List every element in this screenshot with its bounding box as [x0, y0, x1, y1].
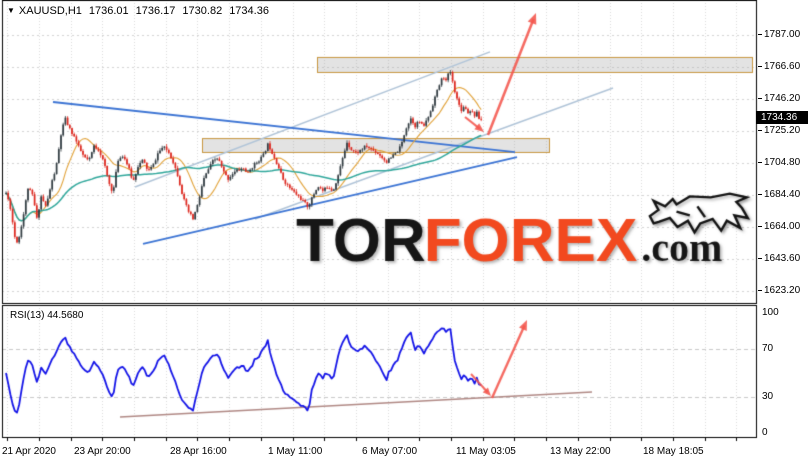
time-axis-label: 21 Apr 2020: [2, 446, 56, 457]
rsi-indicator-label: RSI(13) 44.5680: [10, 310, 84, 321]
time-axis[interactable]: 21 Apr 2020 23 Apr 20:00 28 Apr 16:00 1 May…: [0, 443, 756, 463]
price-axis-label: 1725.20: [757, 125, 801, 136]
price-axis-label: 1643.60: [757, 253, 801, 264]
current-price-tag: 1734.36: [756, 111, 808, 124]
symbol-label: XAUUSD,H1: [18, 5, 82, 17]
time-axis-label: 11 May 03:05: [456, 446, 516, 457]
price-axis-label: 1704.80: [757, 157, 801, 168]
rsi-axis-label: 100: [762, 307, 779, 318]
price-axis-label: 1766.60: [757, 61, 801, 72]
chart-title: ▼ XAUUSD,H1 1736.01 1736.17 1730.82 1734.36: [7, 5, 269, 17]
price-axis-label: 1684.40: [757, 189, 801, 200]
rsi-axis-label: 0: [762, 427, 768, 438]
rsi-axis-label: 70: [762, 343, 774, 354]
time-axis-label: 13 May 22:00: [550, 446, 611, 457]
ohlc-low: 1730.82: [182, 5, 223, 17]
price-axis[interactable]: 1787.00 1766.60 1746.20 1725.20 1704.80 1684.…: [756, 0, 808, 463]
time-axis-label: 28 Apr 16:00: [170, 446, 227, 457]
time-axis-label: 1 May 11:00: [268, 446, 323, 457]
symbol-dropdown-icon[interactable]: ▼: [7, 6, 15, 15]
price-axis-label: 1787.00: [757, 29, 801, 40]
price-axis-label: 1746.20: [757, 93, 801, 104]
rsi-axis[interactable]: 100 70 30 0: [756, 0, 808, 463]
time-axis-label: 23 Apr 20:00: [74, 446, 131, 457]
ohlc-close: 1734.36: [229, 5, 269, 17]
price-axis-label: 1623.20: [757, 285, 801, 296]
time-axis-label: 18 May 18:05: [643, 446, 704, 457]
rsi-axis-label: 30: [762, 391, 774, 402]
time-axis-label: 6 May 07:00: [362, 446, 418, 457]
ohlc-open: 1736.01: [88, 5, 129, 17]
price-axis-label: 1664.00: [757, 221, 801, 232]
ohlc-high: 1736.17: [135, 5, 176, 17]
